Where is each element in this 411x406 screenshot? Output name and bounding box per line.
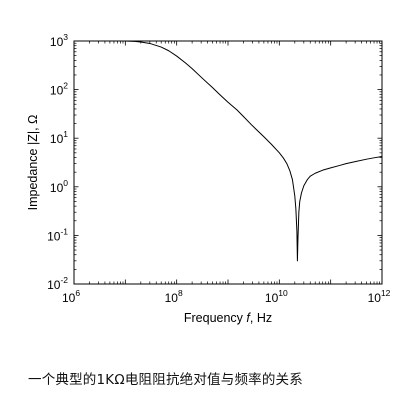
y-tick-exponent: -2: [60, 275, 68, 285]
x-tick-label: 108: [165, 288, 183, 305]
x-axis-label: Frequency f, Hz: [184, 311, 272, 325]
series-layer: [125, 40, 383, 262]
plot-frame: [73, 40, 383, 285]
x-tick-exponent: 12: [381, 288, 391, 298]
y-tick-exponent: 2: [63, 81, 68, 91]
y-tick-exponent: 1: [63, 129, 68, 139]
y-tick-base: 10: [50, 181, 64, 195]
x-tick-label: 1012: [368, 288, 391, 305]
y-axis-label: Impedance |Z|, Ω: [26, 115, 40, 211]
x-tick-base: 10: [62, 291, 76, 305]
x-tick-label: 106: [62, 288, 80, 305]
x-axis-label-unit: , Hz: [250, 311, 272, 325]
x-tick-base: 10: [165, 291, 179, 305]
y-tick-exponent: 0: [63, 178, 68, 188]
x-axis-label-text: Frequency: [184, 311, 247, 325]
y-tick-base: 10: [50, 35, 64, 49]
y-tick-label: 101: [50, 129, 68, 146]
y-tick-label: 10-2: [47, 275, 68, 292]
x-tick-base: 10: [368, 291, 382, 305]
x-tick-exponent: 8: [178, 288, 183, 298]
y-tick-base: 10: [50, 84, 64, 98]
figure-caption: 一个典型的1KΩ电阻阻抗绝对值与频率的关系: [28, 372, 303, 388]
x-tick-label: 1010: [265, 288, 288, 305]
y-tick-exponent: -1: [60, 226, 68, 236]
y-tick-label: 100: [50, 178, 68, 195]
y-tick-exponent: 3: [63, 32, 68, 42]
x-axis-label-variable: f: [246, 311, 251, 325]
y-tick-base: 10: [47, 229, 61, 243]
x-tick-exponent: 6: [75, 288, 80, 298]
y-tick-label: 103: [50, 32, 68, 49]
x-tick-base: 10: [265, 291, 279, 305]
y-tick-base: 10: [50, 132, 64, 146]
y-tick-label: 102: [50, 81, 68, 98]
y-tick-label: 10-1: [47, 226, 68, 243]
y-tick-base: 10: [47, 278, 61, 292]
x-tick-exponent: 10: [278, 288, 288, 298]
impedance-curve: [125, 40, 383, 262]
chart-figure: 106 108 1010 1012 10-2 10-1 100 101 102 103 Frequ…: [26, 32, 391, 325]
